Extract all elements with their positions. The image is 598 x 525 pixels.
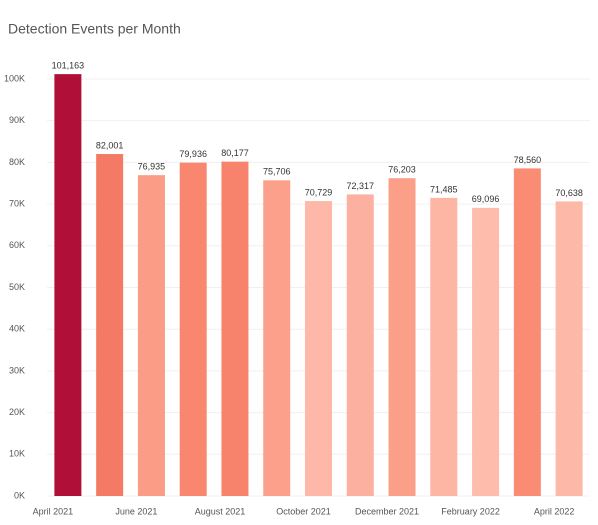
bar [430, 197, 458, 496]
bar [472, 207, 500, 497]
bar [96, 154, 124, 497]
value-label: 79,936 [179, 149, 207, 159]
x-tick-label: October 2021 [276, 506, 331, 516]
value-label: 80,177 [221, 148, 249, 158]
bar [346, 194, 374, 497]
value-label: 70,638 [555, 188, 583, 198]
y-tick-label: 20K [9, 407, 25, 417]
bar [54, 74, 82, 497]
y-tick-label: 100K [4, 73, 25, 83]
x-tick-label: December 2021 [355, 506, 419, 516]
value-label: 71,485 [430, 184, 458, 194]
bar [388, 178, 416, 496]
x-tick-label: June 2021 [115, 506, 157, 516]
bar [137, 175, 165, 496]
value-label: 75,706 [263, 167, 291, 177]
bar [555, 201, 583, 496]
y-tick-label: 80K [9, 157, 25, 167]
chart-title: Detection Events per Month [8, 21, 181, 37]
value-label: 70,729 [305, 187, 333, 197]
value-label: 76,935 [138, 162, 166, 172]
y-tick-label: 0K [14, 490, 25, 500]
y-tick-label: 30K [9, 365, 25, 375]
value-label: 78,560 [514, 155, 542, 165]
y-tick-label: 40K [9, 324, 25, 334]
value-label: 76,203 [388, 165, 416, 175]
y-tick-label: 50K [9, 282, 25, 292]
value-label: 69,096 [472, 194, 500, 204]
x-tick-label: April 2021 [33, 506, 74, 516]
bar [305, 201, 332, 497]
value-label: 82,001 [96, 140, 124, 150]
bar [221, 161, 249, 496]
value-label: 101,163 [52, 61, 85, 71]
bar [263, 180, 291, 496]
x-tick-label: February 2022 [441, 506, 500, 516]
bar [513, 168, 541, 496]
y-tick-label: 70K [9, 198, 25, 208]
y-tick-label: 60K [9, 240, 25, 250]
y-tick-label: 10K [9, 449, 25, 459]
x-tick-label: August 2021 [195, 506, 246, 516]
x-tick-label: April 2022 [534, 506, 575, 516]
value-label: 72,317 [347, 181, 375, 191]
bar [179, 162, 207, 497]
y-tick-label: 90K [9, 115, 25, 125]
